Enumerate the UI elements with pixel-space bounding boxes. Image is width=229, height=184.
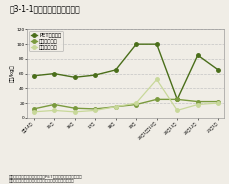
鉄スクラップ xyxy=(32,111,35,113)
Line: 古紙（色上）: 古紙（色上） xyxy=(32,98,220,111)
古紙（色上） xyxy=(155,98,158,100)
Text: 資料：（社）日本鉄源協会、廃PETボトル再商品化協議会、
　　（財）古紙再生促進センターデータより環境省作成: 資料：（社）日本鉄源協会、廃PETボトル再商品化協議会、 （財）古紙再生促進セン… xyxy=(9,174,83,183)
鉄スクラップ xyxy=(155,78,158,81)
鉄スクラップ xyxy=(73,111,76,113)
PETフレーク xyxy=(53,72,55,75)
古紙（色上） xyxy=(114,106,117,108)
鉄スクラップ xyxy=(94,109,97,112)
古紙（色上） xyxy=(32,108,35,110)
古紙（色上） xyxy=(73,107,76,109)
鉄スクラップ xyxy=(176,109,179,112)
古紙（色上） xyxy=(176,98,179,100)
鉄スクラップ xyxy=(135,102,138,104)
PETフレーク xyxy=(32,75,35,77)
Line: PETフレーク: PETフレーク xyxy=(32,43,220,101)
PETフレーク xyxy=(94,74,97,76)
古紙（色上） xyxy=(217,100,220,103)
PETフレーク xyxy=(217,69,220,71)
鉄スクラップ xyxy=(196,103,199,106)
PETフレーク xyxy=(176,98,179,100)
PETフレーク xyxy=(114,69,117,71)
古紙（色上） xyxy=(196,100,199,103)
PETフレーク xyxy=(155,43,158,45)
古紙（色上） xyxy=(94,108,97,110)
Line: 鉄スクラップ: 鉄スクラップ xyxy=(32,78,220,114)
鉄スクラップ xyxy=(217,102,220,104)
Text: 図3-1-1　循環資源価格の推移: 図3-1-1 循環資源価格の推移 xyxy=(9,5,80,14)
Legend: PETフレーク, 古紙（色上）, 鉄スクラップ: PETフレーク, 古紙（色上）, 鉄スクラップ xyxy=(29,31,63,51)
鉄スクラップ xyxy=(114,106,117,108)
鉄スクラップ xyxy=(53,109,55,112)
古紙（色上） xyxy=(135,103,138,106)
PETフレーク xyxy=(196,54,199,56)
古紙（色上） xyxy=(53,103,55,106)
Y-axis label: （円/kg）: （円/kg） xyxy=(10,65,15,82)
PETフレーク xyxy=(73,76,76,78)
PETフレーク xyxy=(135,43,138,45)
